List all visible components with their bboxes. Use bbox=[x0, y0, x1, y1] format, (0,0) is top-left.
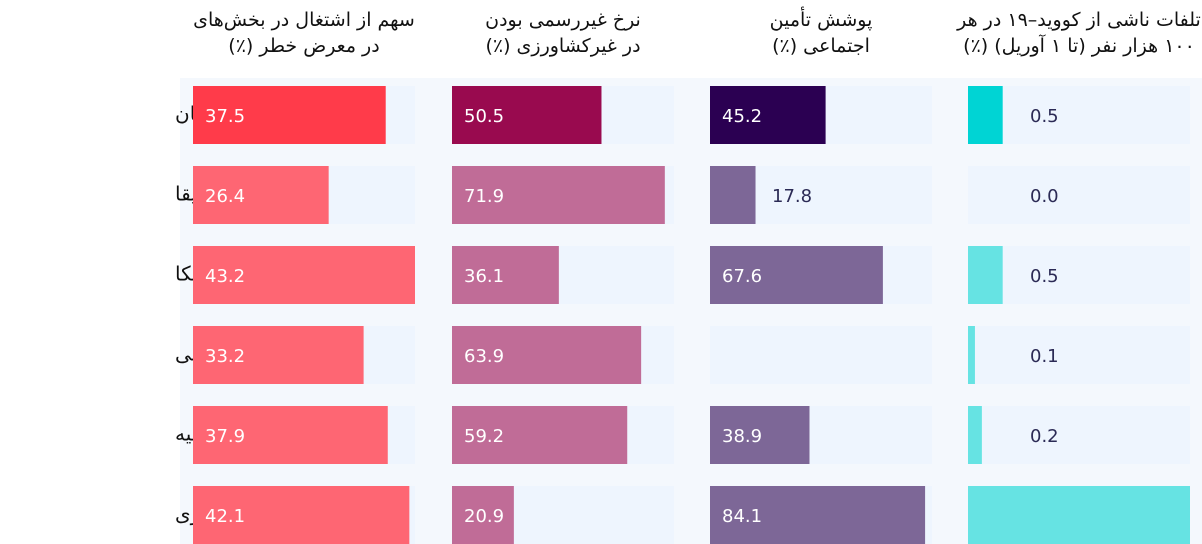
bar bbox=[452, 86, 602, 144]
bar bbox=[193, 166, 329, 224]
bar bbox=[968, 406, 982, 464]
value-label: 45.2 bbox=[722, 106, 762, 127]
bar bbox=[968, 326, 975, 384]
value-label: 67.6 bbox=[722, 266, 762, 287]
bar bbox=[710, 486, 926, 544]
value-label: 0.0 bbox=[1030, 186, 1059, 207]
bar bbox=[452, 166, 665, 224]
bar bbox=[193, 326, 364, 384]
bar bbox=[710, 406, 810, 464]
plot-background bbox=[180, 78, 1202, 544]
value-label: 71.9 bbox=[464, 186, 504, 207]
bar bbox=[968, 246, 1003, 304]
value-label: 42.1 bbox=[205, 506, 245, 527]
bar bbox=[710, 246, 883, 304]
bar bbox=[193, 486, 410, 544]
bar bbox=[193, 86, 386, 144]
bar bbox=[193, 246, 415, 304]
bar-background bbox=[968, 326, 1190, 384]
value-label: 84.1 bbox=[722, 506, 762, 527]
bar bbox=[710, 166, 756, 224]
bar-background bbox=[968, 166, 1190, 224]
value-label: 17.8 bbox=[772, 186, 812, 207]
value-label: 0.5 bbox=[1030, 266, 1059, 287]
bar bbox=[452, 486, 514, 544]
bar bbox=[968, 486, 1190, 544]
bar-background bbox=[968, 86, 1190, 144]
value-label: 63.9 bbox=[464, 346, 504, 367]
value-label: 37.9 bbox=[205, 426, 245, 447]
column-header: تلفات ناشی از کووید–۱۹ در هر ۱۰۰ هزار نفر… bbox=[956, 9, 1201, 57]
value-label: 33.2 bbox=[205, 346, 245, 367]
value-label: 50.5 bbox=[464, 106, 504, 127]
value-label: 37.5 bbox=[205, 106, 245, 127]
value-label: 0.5 bbox=[1030, 106, 1059, 127]
bar-background bbox=[968, 406, 1190, 464]
bar bbox=[452, 246, 559, 304]
bar-background bbox=[968, 246, 1190, 304]
value-label: 36.1 bbox=[464, 266, 504, 287]
value-label: 20.9 bbox=[464, 506, 504, 527]
bar-background bbox=[710, 326, 932, 384]
column-header: نرخ غیررسمی بودن در غیرکشاورزی (٪) bbox=[485, 9, 641, 57]
bar bbox=[193, 406, 388, 464]
value-label: 26.4 bbox=[205, 186, 245, 207]
value-label: 0.1 bbox=[1030, 346, 1059, 367]
bar bbox=[710, 86, 826, 144]
value-label: 0.2 bbox=[1030, 426, 1059, 447]
bar bbox=[452, 326, 642, 384]
column-header: سهم از اشتغال در بخش‌های در معرض خطر (٪) bbox=[193, 9, 415, 57]
column-header: پوشش تأمین اجتماعی (٪) bbox=[770, 6, 873, 57]
value-label: 59.2 bbox=[464, 426, 504, 447]
bar bbox=[968, 86, 1003, 144]
value-label: 38.9 bbox=[722, 426, 762, 447]
bar bbox=[452, 406, 628, 464]
value-label: 43.2 bbox=[205, 266, 245, 287]
